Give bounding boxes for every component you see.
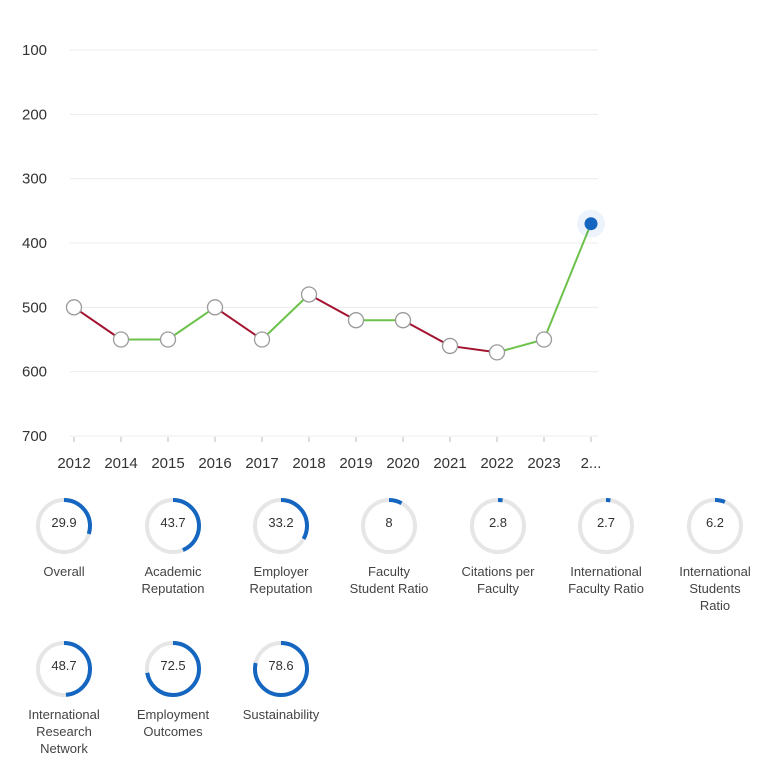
metric-value: 72.5 [160,658,186,673]
score-ring [36,641,92,697]
data-point [65,299,83,316]
x-tick-label: 2021 [433,455,466,472]
metric-value: 29.9 [51,515,77,530]
x-tick-label: 2015 [151,455,184,472]
metric-value: 48.7 [51,658,77,673]
series-segment [308,293,357,322]
rank-line-chart: 100 200 300 400 500 600 700 2012 2014 2015 2016 201… [22,42,605,472]
data-point-current [584,217,598,231]
series-segment [73,306,122,341]
y-tick-label: 700 [22,428,47,445]
y-tick-label: 300 [22,171,47,188]
score-ring [253,641,309,697]
metric-value: 6.2 [705,515,725,530]
series-segment [261,293,310,341]
data-point [441,337,459,355]
ring-progress [470,498,526,554]
y-tick-label: 200 [22,106,47,123]
x-tick-label: 2020 [386,455,419,472]
metric-faculty-student-ratio: 8 Faculty Student Ratio [335,495,443,597]
ring-progress [145,641,201,697]
y-tick-label: 400 [22,235,47,252]
x-tick-label: 2018 [292,455,325,472]
score-ring [470,498,526,554]
data-point [488,344,506,361]
metric-value: 8 [385,515,393,530]
y-tick-label: 500 [22,299,47,316]
metric-value: 78.6 [268,658,294,673]
metric-label: International Research Network [28,707,100,756]
x-tick-label: 2014 [104,455,137,472]
metric-sustainability: 78.6 Sustainability [227,638,335,723]
data-point [535,331,553,348]
x-tick-label: 2023 [527,455,560,472]
series-segment [543,223,592,340]
metric-label: Employment Outcomes [136,707,210,739]
y-tick-label: 100 [22,42,47,59]
ring-progress [361,498,417,554]
score-ring [578,498,634,554]
metric-international-research-network: 48.7 International Research Network [10,638,118,757]
metric-label: Faculty Student Ratio [349,564,429,596]
metric-value: 2.7 [596,515,616,530]
metric-overall: 29.9 Overall [10,495,118,580]
ring-progress [36,498,92,554]
x-tick-label: 2016 [198,455,231,472]
data-point [394,312,412,329]
metric-value: 43.7 [160,515,186,530]
score-ring [361,498,417,554]
score-ring [253,498,309,554]
metric-label: Sustainability [242,707,320,722]
data-point [253,331,271,348]
ring-progress [687,498,743,554]
ring-progress [253,498,309,554]
data-point [206,299,224,316]
ring-progress [253,641,309,697]
score-ring [145,641,201,697]
y-tick-label: 600 [22,364,47,381]
x-tick-label: 2... [581,455,602,472]
data-point [300,286,318,303]
metric-label: Employer Reputation [249,564,313,596]
metric-employer-reputation: 33.2 Employer Reputation [227,495,335,597]
metric-value: 33.2 [268,515,294,530]
metric-label: Academic Reputation [141,564,205,596]
data-point [112,331,130,348]
series-segment [214,306,263,341]
data-point [159,331,177,348]
metric-employment-outcomes: 72.5 Employment Outcomes [119,638,227,740]
ring-progress [578,498,634,554]
x-tick-label: 2022 [480,455,513,472]
score-ring [145,498,201,554]
metric-label: Overall [43,564,85,579]
metric-citations-per-faculty: 2.8 Citations per Faculty [444,495,552,597]
x-tick-label: 2019 [339,455,372,472]
ring-progress [36,641,92,697]
x-tick-label: 2012 [57,455,90,472]
score-ring [36,498,92,554]
x-tick-label: 2017 [245,455,278,472]
series-segment [167,306,216,341]
score-ring [687,498,743,554]
metric-international-students-ratio: 6.2 International Students Ratio [661,495,769,614]
series-segment [402,319,451,347]
metric-academic-reputation: 43.7 Academic Reputation [119,495,227,597]
metric-international-faculty-ratio: 2.7 International Faculty Ratio [552,495,660,597]
ring-progress [145,498,201,554]
metric-label: Citations per Faculty [461,564,535,596]
metric-label: International Students Ratio [679,564,751,613]
data-point [347,312,365,329]
metric-value: 2.8 [488,515,508,530]
metric-label: International Faculty Ratio [568,564,644,596]
